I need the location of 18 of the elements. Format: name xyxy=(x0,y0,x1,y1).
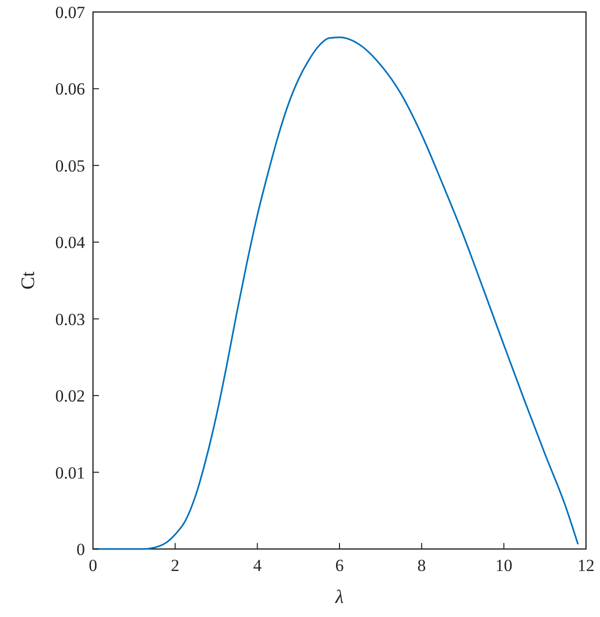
x-tick-label: 10 xyxy=(495,556,512,575)
y-tick-label: 0.04 xyxy=(55,233,86,252)
y-tick-label: 0.03 xyxy=(55,310,85,329)
x-tick-label: 2 xyxy=(170,556,180,575)
y-tick-label: 0.02 xyxy=(55,386,85,406)
y-tick-label: 0.05 xyxy=(55,156,85,176)
line-series xyxy=(92,36,579,550)
x-tick-label: 6 xyxy=(335,556,344,575)
y-tick-label: 0.01 xyxy=(55,463,85,482)
y-axis-title: Ct xyxy=(18,270,39,290)
y-tick-label: 0.06 xyxy=(55,80,85,99)
x-axis-title: λ xyxy=(334,587,344,608)
x-tick-label: 0 xyxy=(88,556,98,575)
y-tick-label: 0 xyxy=(76,540,85,559)
x-tick-label: 8 xyxy=(417,556,426,575)
x-tick-label: 4 xyxy=(253,556,262,575)
y-tick-label: 0.07 xyxy=(55,3,86,22)
x-tick-label: 12 xyxy=(578,556,594,575)
